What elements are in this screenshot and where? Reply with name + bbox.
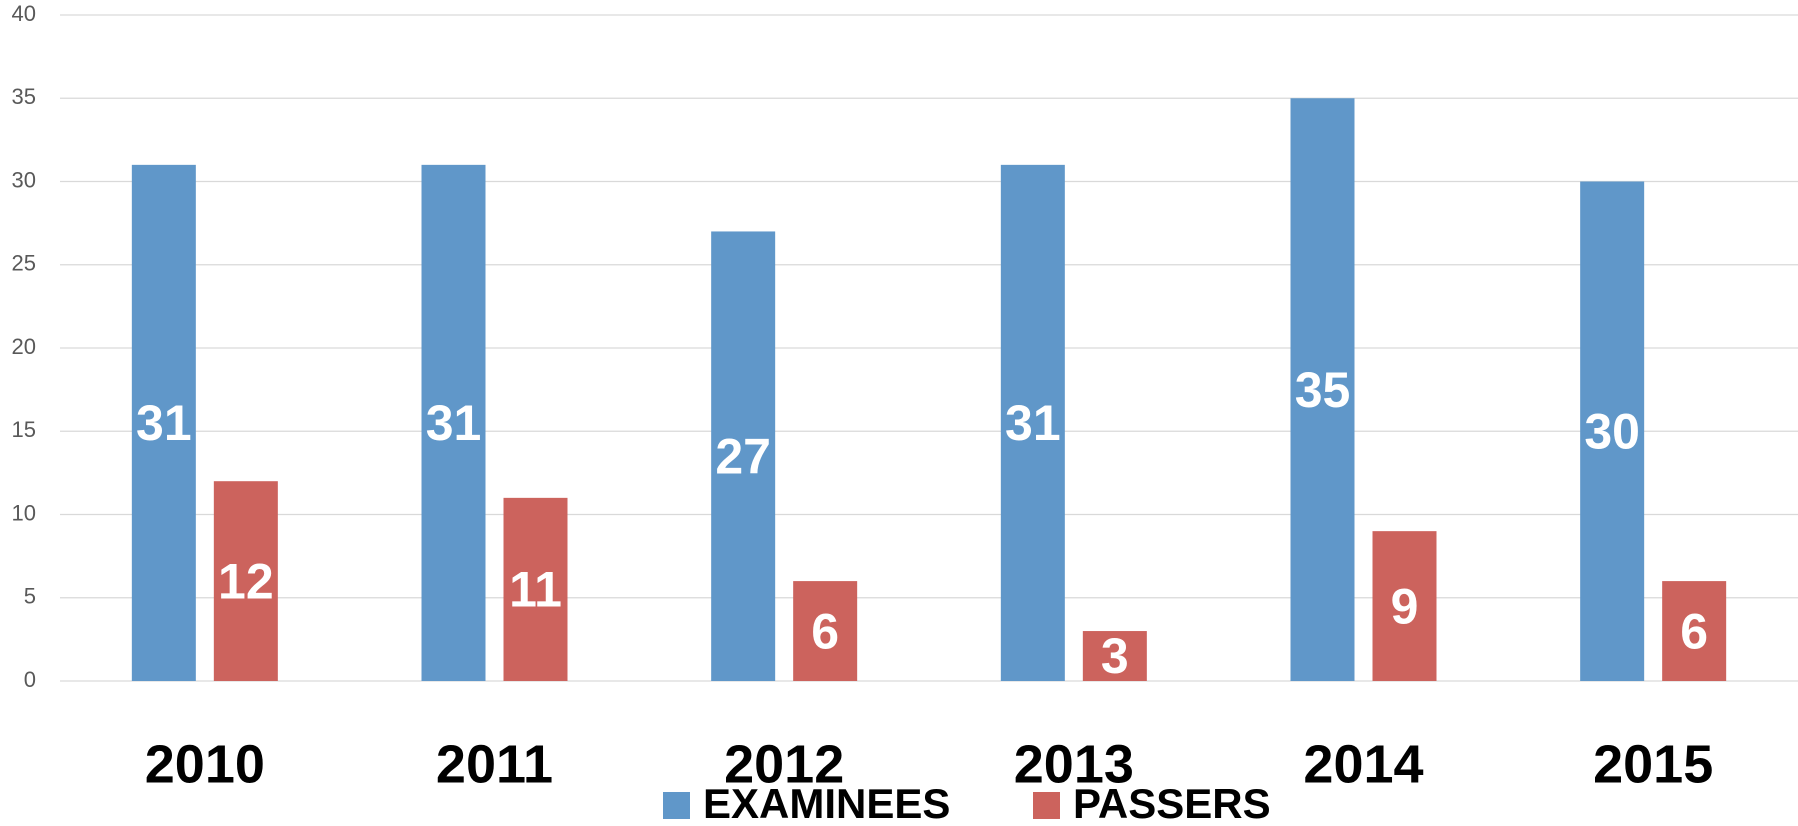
x-tick-label: 2010 bbox=[145, 734, 265, 794]
data-label: 31 bbox=[426, 395, 482, 451]
bar bbox=[793, 581, 858, 681]
data-label: 31 bbox=[1005, 395, 1061, 451]
data-label: 35 bbox=[1295, 362, 1351, 418]
x-tick-label: 2013 bbox=[1014, 734, 1134, 794]
data-label: 6 bbox=[1680, 603, 1708, 659]
y-tick-label: 30 bbox=[12, 167, 36, 192]
x-tick-label: 2011 bbox=[436, 734, 553, 794]
data-label: 12 bbox=[218, 553, 274, 609]
legend-label: EXAMINEES bbox=[703, 780, 950, 826]
y-tick-label: 25 bbox=[12, 251, 36, 276]
bar bbox=[1082, 631, 1147, 681]
y-tick-label: 35 bbox=[12, 84, 36, 109]
y-tick-label: 0 bbox=[24, 667, 36, 692]
y-tick-label: 5 bbox=[24, 584, 36, 609]
y-tick-label: 20 bbox=[12, 334, 36, 359]
bar bbox=[1372, 531, 1437, 681]
y-tick-label: 10 bbox=[12, 500, 36, 525]
bar bbox=[1662, 581, 1727, 681]
bar bbox=[131, 164, 196, 682]
bar bbox=[421, 164, 486, 682]
legend-label: PASSERS bbox=[1073, 780, 1271, 826]
bar bbox=[503, 497, 568, 681]
data-label: 3 bbox=[1101, 628, 1129, 684]
x-tick-label: 2012 bbox=[724, 734, 844, 794]
legend-swatch bbox=[663, 792, 690, 819]
data-label: 11 bbox=[509, 562, 562, 618]
data-label: 9 bbox=[1391, 578, 1419, 634]
bar bbox=[1000, 164, 1065, 682]
data-label: 30 bbox=[1584, 403, 1640, 459]
x-tick-label: 2014 bbox=[1303, 734, 1423, 794]
bar bbox=[711, 231, 776, 681]
bar bbox=[1580, 181, 1645, 681]
y-tick-label: 15 bbox=[12, 417, 36, 442]
y-tick-label: 40 bbox=[12, 1, 36, 26]
bar bbox=[213, 481, 278, 681]
data-label: 31 bbox=[136, 395, 192, 451]
data-label: 6 bbox=[811, 603, 839, 659]
legend-swatch bbox=[1033, 792, 1060, 819]
x-tick-label: 2015 bbox=[1593, 734, 1713, 794]
data-label: 27 bbox=[715, 428, 771, 484]
bar bbox=[1290, 98, 1355, 681]
